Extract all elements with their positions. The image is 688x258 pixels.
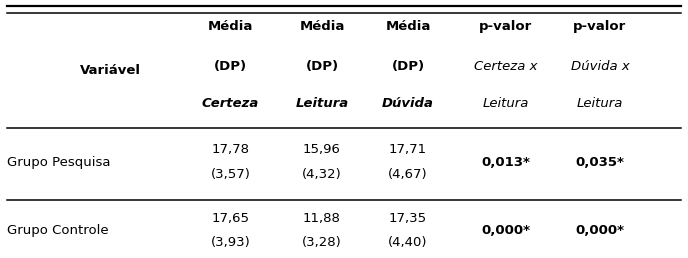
Text: 17,35: 17,35 [389,212,427,225]
Text: (3,57): (3,57) [211,168,250,181]
Text: Leitura: Leitura [482,97,529,110]
Text: (DP): (DP) [391,60,424,72]
Text: 11,88: 11,88 [303,212,341,225]
Text: 15,96: 15,96 [303,143,341,156]
Text: Certeza x: Certeza x [474,60,537,72]
Text: (3,28): (3,28) [302,236,342,249]
Text: p-valor: p-valor [479,20,533,33]
Text: Dúvida x: Dúvida x [570,60,630,72]
Text: Variável: Variável [80,64,140,77]
Text: Leitura: Leitura [295,97,349,110]
Text: Grupo Pesquisa: Grupo Pesquisa [7,156,110,168]
Text: (3,93): (3,93) [211,236,250,249]
Text: p-valor: p-valor [573,20,627,33]
Text: 17,71: 17,71 [389,143,427,156]
Text: Média: Média [385,20,431,33]
Text: 17,78: 17,78 [211,143,250,156]
Text: 17,65: 17,65 [211,212,250,225]
Text: Certeza: Certeza [202,97,259,110]
Text: 0,000*: 0,000* [575,224,625,237]
Text: 0,035*: 0,035* [575,156,625,168]
Text: Média: Média [299,20,345,33]
Text: (DP): (DP) [214,60,247,72]
Text: 0,013*: 0,013* [481,156,530,168]
Text: (4,40): (4,40) [388,236,428,249]
Text: (4,67): (4,67) [388,168,428,181]
Text: Grupo Controle: Grupo Controle [7,224,109,237]
Text: 0,000*: 0,000* [481,224,530,237]
Text: (4,32): (4,32) [302,168,342,181]
Text: Média: Média [208,20,253,33]
Text: Dúvida: Dúvida [382,97,434,110]
Text: (DP): (DP) [305,60,338,72]
Text: Leitura: Leitura [577,97,623,110]
